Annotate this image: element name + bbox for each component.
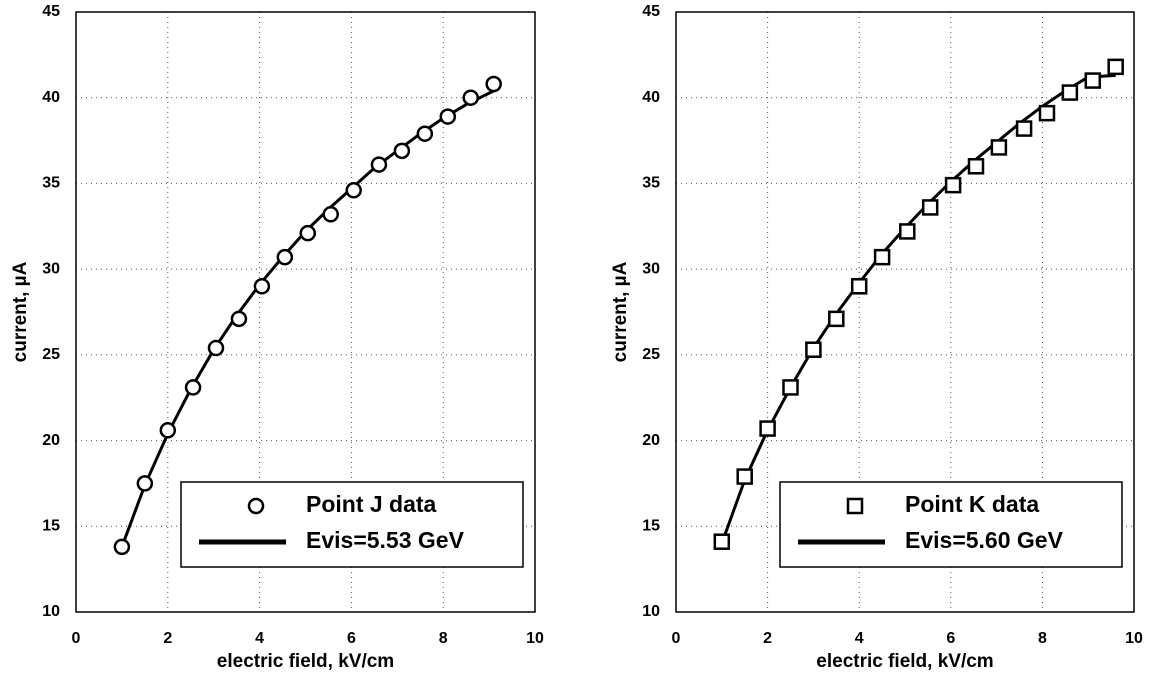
marker — [253, 278, 271, 295]
x-axis-label: electric field, kV/cm — [816, 651, 993, 672]
marker — [276, 248, 294, 266]
marker — [207, 339, 225, 357]
x-tick-label: 4 — [855, 630, 864, 647]
marker — [921, 199, 939, 216]
y-tick-label: 25 — [642, 346, 660, 363]
y-tick-label: 15 — [42, 518, 60, 535]
y-tick-label: 35 — [42, 175, 60, 192]
x-tick-label: 4 — [255, 630, 264, 647]
marker — [805, 341, 822, 358]
marker — [828, 310, 845, 328]
legend: Point K data Evis=5.60 GeV — [779, 481, 1123, 568]
marker — [136, 475, 154, 492]
legend-marker — [247, 497, 265, 515]
legend-box — [180, 481, 524, 568]
marker — [184, 379, 202, 396]
y-tick-label: 20 — [642, 432, 660, 449]
y-tick-label: 45 — [642, 3, 660, 20]
marker — [990, 139, 1008, 156]
legend: Point J data Evis=5.53 GeV — [180, 481, 524, 568]
x-tick-label: 6 — [946, 630, 955, 647]
x-axis-label: electric field, kV/cm — [217, 651, 394, 672]
y-tick-label: 45 — [42, 3, 60, 20]
legend-label: Evis=5.60 GeV — [905, 527, 1064, 553]
y-tick-label: 40 — [42, 89, 60, 106]
marker — [113, 538, 131, 556]
x-tick-label: 10 — [1125, 630, 1143, 647]
x-tick-label: 10 — [526, 630, 544, 647]
x-tick-label: 2 — [163, 630, 172, 647]
marker — [416, 125, 434, 142]
y-tick-label: 25 — [42, 346, 60, 363]
legend-label: Point J data — [306, 491, 437, 517]
marker — [462, 89, 479, 106]
marker — [1038, 104, 1056, 122]
y-tick-label: 30 — [642, 260, 660, 277]
legend-label: Evis=5.53 GeV — [306, 527, 465, 553]
x-tick-label: 8 — [439, 630, 448, 647]
legend-box — [779, 481, 1123, 568]
legend-label: Point K data — [905, 491, 1039, 517]
marker — [322, 206, 339, 223]
x-tick-label: 2 — [763, 630, 772, 647]
x-tick-label: 0 — [72, 630, 81, 647]
marker — [439, 108, 457, 125]
x-tick-label: 8 — [1038, 630, 1047, 647]
marker — [345, 182, 362, 199]
marker — [899, 223, 916, 240]
marker — [1061, 84, 1079, 101]
marker — [1107, 58, 1124, 76]
x-tick-label: 6 — [347, 630, 356, 647]
marker — [850, 278, 868, 295]
marker — [782, 379, 799, 396]
y-tick-label: 40 — [642, 89, 660, 106]
y-axis-label: current, µA — [10, 261, 31, 362]
plot-frame — [75, 11, 536, 613]
chart: 0 2 4 6 8 10 10 15 20 25 30 35 40 45 electric field, k… — [610, 3, 1143, 672]
marker — [736, 468, 753, 485]
marker — [299, 224, 317, 242]
marker — [759, 420, 776, 437]
marker — [944, 176, 962, 194]
fit-line — [120, 89, 495, 548]
y-tick-label: 10 — [642, 603, 660, 620]
marker — [485, 75, 502, 93]
x-tick-label: 0 — [672, 630, 681, 647]
legend-marker — [846, 497, 864, 515]
marker — [1015, 120, 1033, 137]
y-axis-label: current, µA — [610, 261, 631, 362]
marker — [873, 248, 891, 266]
y-tick-label: 30 — [42, 260, 60, 277]
marker — [967, 158, 985, 175]
plot-frame — [675, 11, 1135, 613]
y-tick-label: 35 — [642, 175, 660, 192]
chart: 0 2 4 6 8 10 10 15 20 25 30 35 40 45 electric field, k… — [10, 3, 544, 672]
marker — [159, 422, 177, 439]
y-tick-label: 20 — [42, 432, 60, 449]
y-tick-label: 15 — [642, 518, 660, 535]
marker — [393, 142, 411, 160]
y-tick-label: 10 — [42, 603, 60, 620]
fit-line — [720, 73, 1116, 544]
marker — [713, 533, 731, 550]
marker — [370, 156, 388, 173]
marker — [230, 310, 248, 328]
marker — [1084, 72, 1102, 89]
